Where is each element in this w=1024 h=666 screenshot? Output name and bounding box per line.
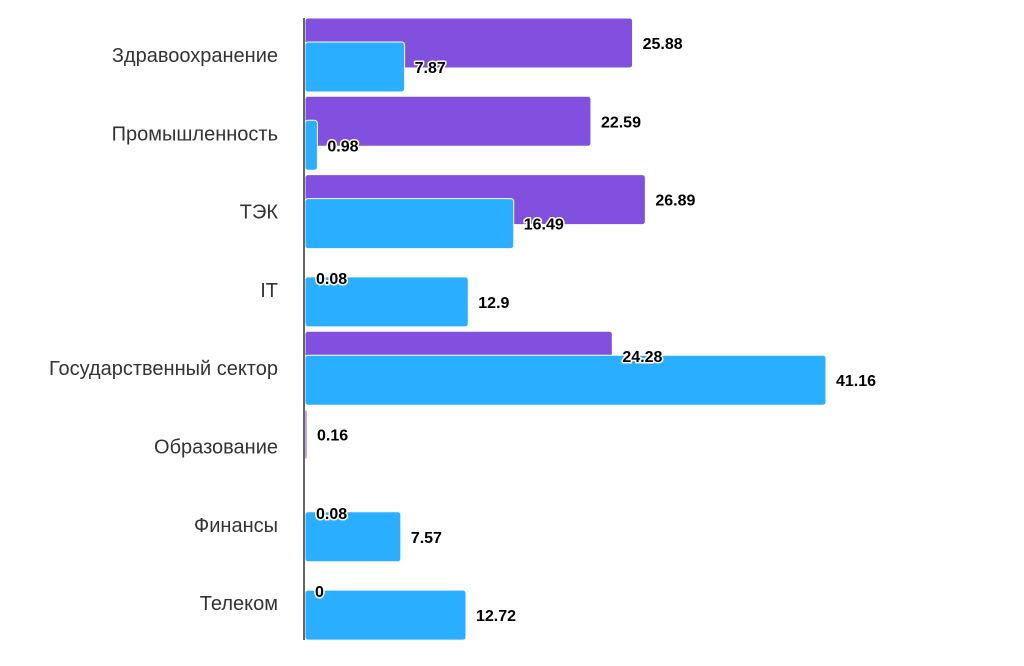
category-label: Здравоохранение	[112, 45, 278, 67]
data-label-series-2: 16.49	[524, 217, 564, 234]
data-label-series-2: 7.87	[415, 60, 446, 77]
category-label: Государственный сектор	[49, 358, 278, 380]
category-label: ТЭК	[240, 202, 279, 224]
category-label: Образование	[154, 437, 278, 459]
data-label-series-1: 26.89	[655, 193, 695, 210]
bar-series-2	[304, 354, 827, 406]
bar-series-2	[304, 589, 467, 641]
bar-series-2	[304, 276, 469, 328]
data-label-series-2: 0.98	[327, 138, 358, 155]
bar-series-2	[304, 119, 318, 171]
data-label-series-1: 0	[315, 584, 324, 601]
data-label-series-1: 0.08	[316, 271, 347, 288]
data-label-series-1: 0.08	[316, 506, 347, 523]
data-label-series-1: 0.16	[317, 428, 348, 445]
value-labels: 25.88 7.87 22.59 0.98 26.89 16.49 0.08 12.9 24.2…	[314, 35, 878, 627]
data-label-series-2: 12.72	[476, 608, 516, 625]
data-label-series-2: 12.9	[478, 295, 509, 312]
category-label: Промышленность	[112, 123, 278, 145]
category-label: Телеком	[200, 593, 278, 615]
bar-series-2	[304, 511, 402, 563]
category-labels: Здравоохранение Промышленность ТЭК IT Госуда…	[49, 45, 278, 615]
category-label: Финансы	[194, 515, 278, 537]
data-label-series-2: 41.16	[836, 373, 876, 390]
bar-series-2	[304, 198, 515, 250]
data-label-series-2: 7.57	[411, 530, 442, 547]
bar-series-1	[304, 409, 308, 460]
bar-series-2	[304, 41, 406, 93]
category-label: IT	[260, 280, 278, 302]
data-label-series-1: 22.59	[601, 114, 641, 131]
bars-layer	[304, 17, 827, 641]
data-label-series-1: 24.28	[622, 349, 662, 366]
data-label-series-1: 25.88	[643, 36, 683, 53]
